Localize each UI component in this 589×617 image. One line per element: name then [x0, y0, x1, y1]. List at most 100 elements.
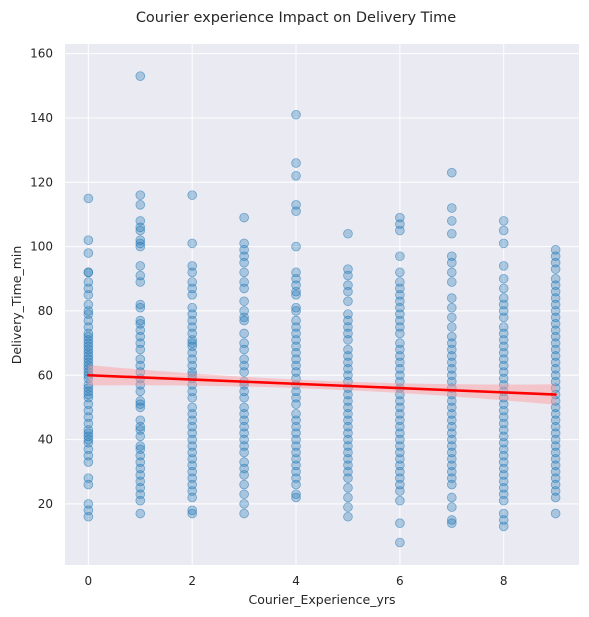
data-point: [83, 434, 94, 445]
data-point: [83, 457, 94, 467]
data-point: [395, 518, 405, 528]
data-point: [83, 511, 94, 522]
data-point: [446, 518, 457, 528]
data-point: [239, 312, 249, 323]
data-point: [239, 499, 249, 509]
y-tick-label: 20: [38, 497, 53, 511]
data-point: [187, 267, 198, 278]
regression-layer: [87, 364, 557, 405]
data-point: [135, 402, 146, 413]
data-point: [187, 492, 198, 503]
y-tick-labels: 20 40 60 80 100 120 140 160: [30, 47, 53, 511]
data-point: [395, 328, 405, 339]
data-point: [498, 283, 509, 294]
data-point: [239, 212, 249, 223]
plot-area: [65, 44, 579, 565]
data-point: [446, 312, 457, 323]
x-tick-label: 2: [188, 574, 196, 588]
data-point: [446, 502, 457, 512]
data-point: [135, 302, 146, 313]
data-point: [135, 495, 146, 506]
data-point: [135, 441, 146, 451]
data-point: [343, 511, 353, 522]
data-point: [291, 479, 301, 490]
data-point: [135, 421, 146, 432]
data-point: [135, 238, 146, 249]
data-point: [83, 389, 94, 400]
data-point: [239, 257, 249, 268]
y-tick-label: 40: [38, 433, 53, 447]
data-point: [83, 290, 94, 300]
data-point: [187, 392, 198, 403]
data-point: [498, 238, 509, 249]
data-point: [135, 225, 146, 236]
data-point: [395, 251, 405, 262]
data-point: [239, 344, 249, 355]
regression-line: [87, 373, 557, 396]
data-point: [239, 508, 249, 519]
data-point: [239, 447, 249, 458]
data-point: [83, 306, 94, 316]
x-tick-labels: 0 2 4 6 8: [85, 574, 508, 588]
y-axis-label: Delivery_Time_min: [9, 246, 24, 365]
data-point: [343, 483, 353, 493]
data-point: [343, 473, 353, 483]
x-tick-label: 4: [292, 574, 300, 588]
data-point: [446, 267, 457, 278]
data-point: [135, 386, 146, 397]
y-tick-label: 80: [38, 304, 53, 318]
x-tick-label: 0: [85, 574, 93, 588]
x-axis-label: Courier_Experience_yrs: [249, 592, 396, 607]
y-tick-label: 140: [30, 111, 53, 125]
y-tick-label: 60: [38, 368, 53, 382]
data-point: [135, 261, 146, 271]
data-point: [291, 286, 301, 297]
data-point: [239, 283, 249, 294]
data-point: [395, 537, 405, 548]
data-point: [187, 190, 198, 200]
data-point: [291, 306, 301, 316]
data-point: [498, 273, 509, 284]
data-point: [498, 216, 509, 226]
y-tick-label: 120: [30, 175, 53, 189]
data-point: [239, 479, 249, 490]
data-points: [83, 71, 561, 548]
data-point: [498, 495, 509, 506]
x-tick-label: 6: [396, 574, 404, 588]
data-point: [187, 508, 198, 519]
data-point: [291, 302, 301, 313]
data-point: [239, 296, 249, 307]
data-point: [395, 267, 405, 278]
data-point: [135, 399, 146, 409]
data-point: [343, 335, 353, 345]
y-tick-label: 100: [30, 240, 53, 254]
y-tick-label: 160: [30, 47, 53, 61]
data-point: [395, 486, 405, 496]
data-point: [291, 492, 301, 503]
data-point: [498, 521, 509, 532]
data-point: [83, 248, 94, 258]
data-point: [291, 171, 301, 181]
data-point: [239, 470, 249, 480]
data-point: [239, 267, 249, 278]
data-point: [135, 344, 146, 355]
data-point: [291, 241, 301, 252]
data-point: [83, 235, 94, 245]
data-point: [187, 338, 198, 348]
data-point: [395, 495, 405, 506]
data-point: [291, 290, 301, 300]
data-point: [291, 399, 301, 409]
data-point: [446, 203, 457, 213]
data-point: [239, 392, 249, 403]
data-point: [135, 508, 146, 519]
data-point: [187, 290, 198, 300]
data-point: [446, 277, 457, 287]
data-point: [135, 299, 146, 310]
data-point: [83, 267, 94, 278]
data-point: [291, 109, 301, 120]
data-point: [446, 228, 457, 239]
data-point: [498, 261, 509, 271]
chart-title: Courier experience Impact on Delivery Ti…: [136, 10, 456, 26]
data-point: [239, 315, 249, 326]
